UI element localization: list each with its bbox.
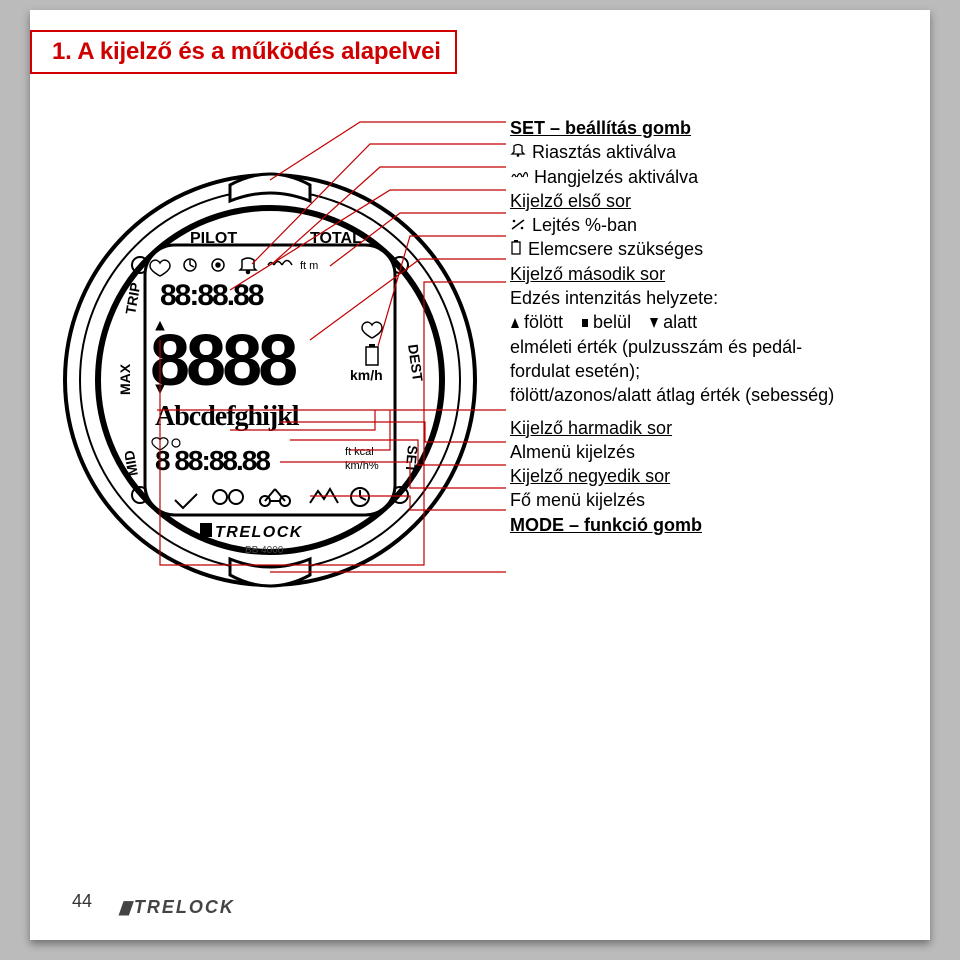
lab-set: SET – beállítás gomb xyxy=(510,116,910,140)
lab-theoretical1: elméleti érték (pulzusszám és pedál- xyxy=(510,335,910,359)
label-pilot: PILOT xyxy=(190,230,237,247)
battery-icon xyxy=(510,237,522,261)
brand-on-device: TRELOCK xyxy=(215,524,303,541)
manual-page: 1. A kijelző és a működés alapelvei PILO… xyxy=(30,10,930,940)
sound-icon xyxy=(510,165,528,189)
display-row4: 8 88:88.88 xyxy=(155,445,270,476)
bell-icon xyxy=(510,140,526,164)
display-row1: 88:88.88 xyxy=(160,279,264,312)
lab-row1: Kijelző első sor xyxy=(510,189,910,213)
lab-row4: Kijelző negyedik sor xyxy=(510,464,910,488)
label-ftm: ft m xyxy=(300,260,318,272)
lab-mode: MODE – funkció gomb xyxy=(510,513,910,537)
row4-units1: ft kcal xyxy=(345,446,374,458)
lab-avgspeed: fölött/azonos/alatt átlag érték (sebessé… xyxy=(510,383,910,407)
label-kmh: km/h xyxy=(350,367,383,383)
lab-intensity-header: Edzés intenzitás helyzete: xyxy=(510,286,910,310)
lab-row2: Kijelző második sor xyxy=(510,262,910,286)
lab-sound: Hangjelzés aktiválva xyxy=(510,165,910,189)
model-on-device: BB 4000 xyxy=(245,545,284,556)
page-number: 44 xyxy=(72,891,92,912)
callout-labels: SET – beállítás gomb Riasztás aktiválva … xyxy=(510,110,910,537)
section-heading-box: 1. A kijelző és a működés alapelvei xyxy=(30,30,457,74)
label-set: SET xyxy=(403,445,421,474)
display-row2: 8888 xyxy=(150,321,296,401)
row4-units2: km/h% xyxy=(345,460,379,472)
lab-theoretical2: fordulat esetén); xyxy=(510,359,910,383)
lab-slope: Lejtés %-ban xyxy=(510,213,910,237)
lab-row3: Kijelző harmadik sor xyxy=(510,416,910,440)
device-diagram: PILOT TOTAL TRIP MAX MID DEST SET ft m 8… xyxy=(60,115,480,645)
label-max: MAX xyxy=(117,363,133,395)
lab-intensity-items: fölött belül alatt xyxy=(510,310,910,334)
footer-brand: ▮TRELOCK xyxy=(120,897,235,918)
lab-mainmenu: Fő menü kijelzés xyxy=(510,488,910,512)
lab-battery: Elemcsere szükséges xyxy=(510,237,910,261)
lab-submenu: Almenü kijelzés xyxy=(510,440,910,464)
lab-alarm: Riasztás aktiválva xyxy=(510,140,910,164)
label-total: TOTAL xyxy=(310,230,362,247)
slope-icon xyxy=(510,213,526,237)
display-row3: Abcdefghijkl xyxy=(155,401,300,432)
section-heading: 1. A kijelző és a működés alapelvei xyxy=(52,38,441,65)
